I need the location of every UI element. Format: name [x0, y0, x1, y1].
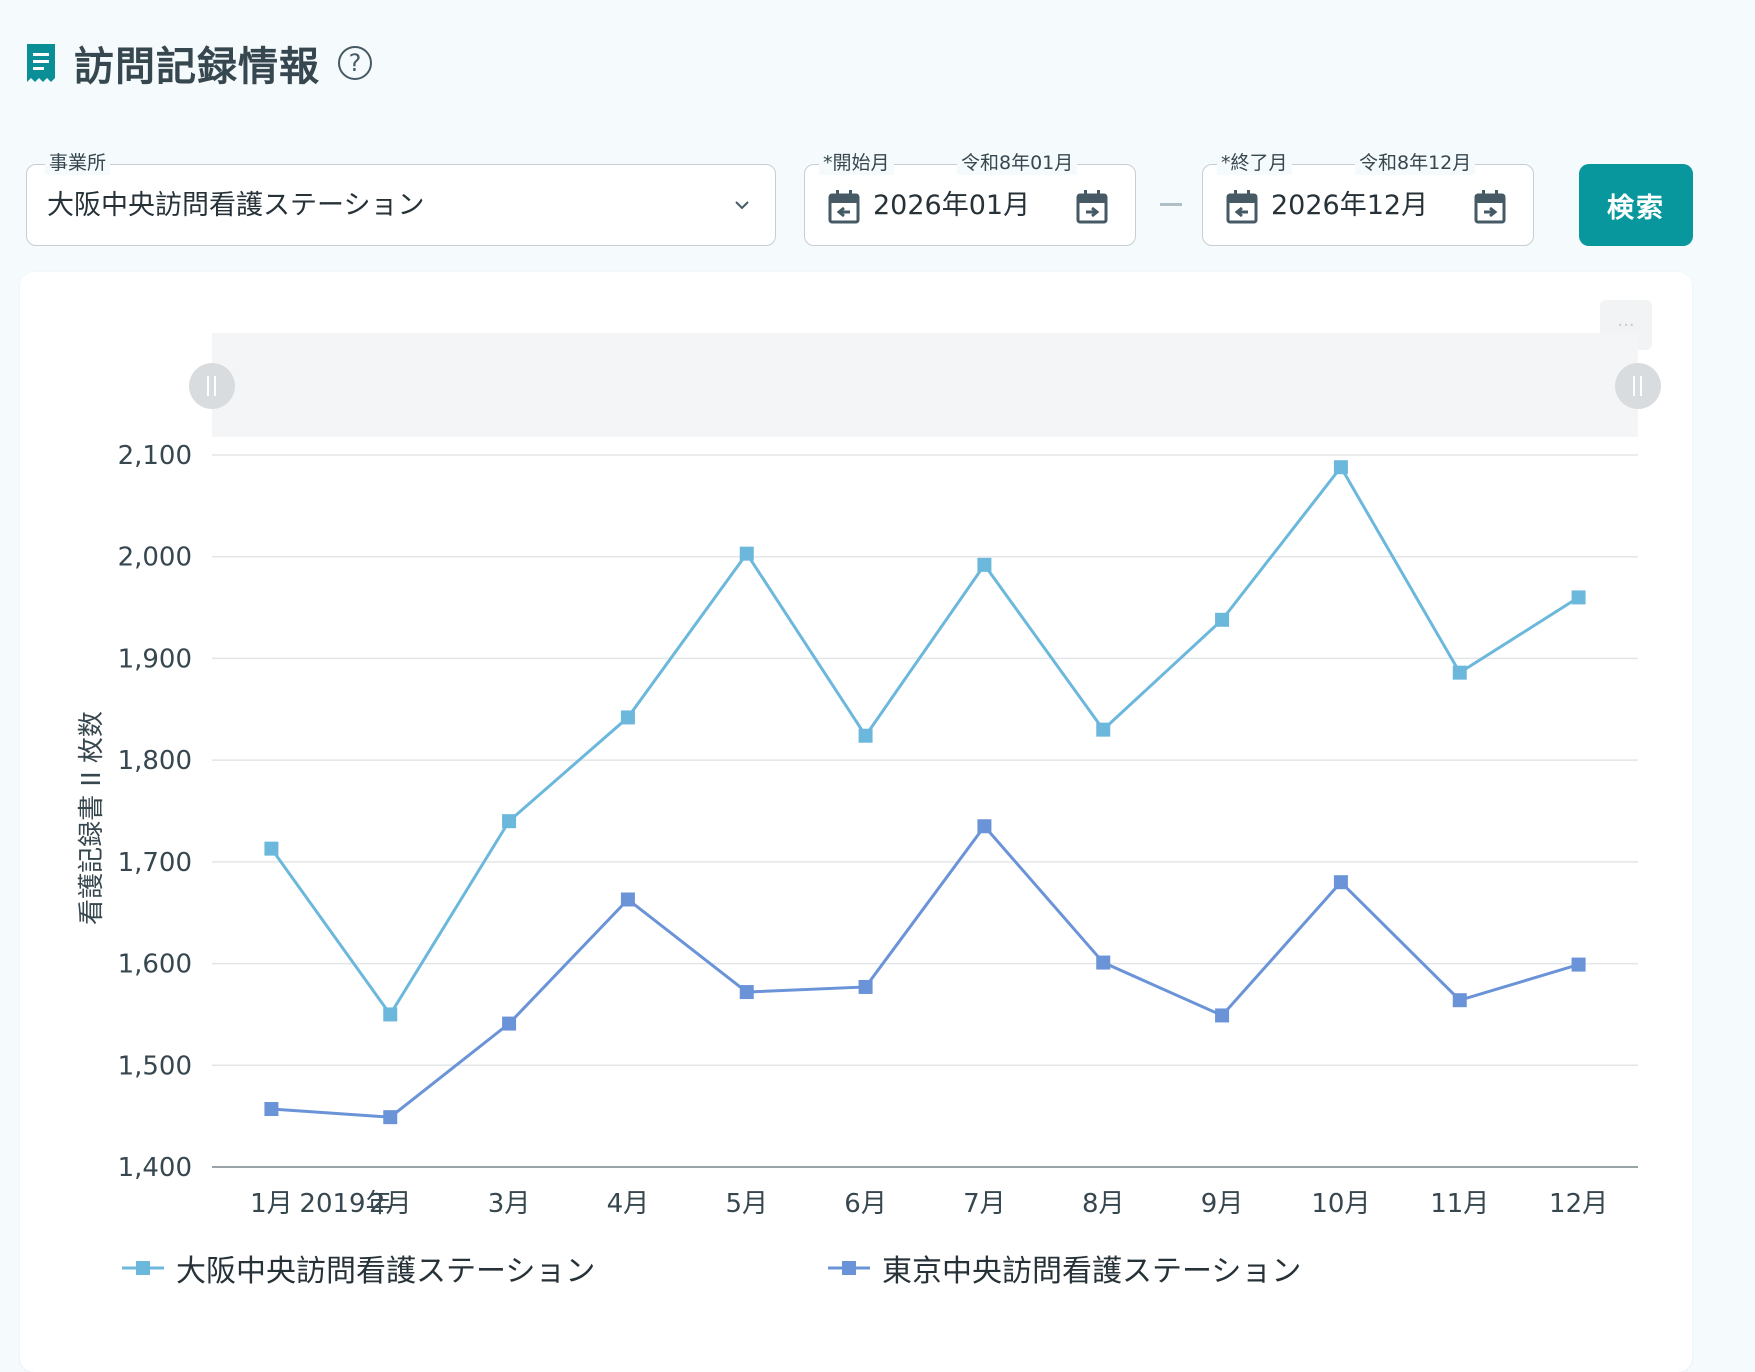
x-tick-label: 11月	[1430, 1189, 1489, 1219]
page-header: 訪問記録情報 ?	[26, 38, 372, 90]
x-tick-label: 12月	[1549, 1189, 1608, 1219]
data-point[interactable]	[264, 1102, 279, 1117]
start-month-era: 令和8年01月	[957, 151, 1078, 175]
legend-label: 大阪中央訪問看護ステーション	[176, 1254, 596, 1289]
x-tick-label: 9月	[1201, 1189, 1244, 1219]
y-tick-label: 1,800	[118, 746, 192, 776]
data-point[interactable]	[739, 985, 754, 1000]
data-point[interactable]	[1096, 722, 1111, 737]
x-tick-label: 4月	[607, 1189, 650, 1219]
zoom-handle-left[interactable]	[189, 363, 235, 409]
zoom-slider-track[interactable]	[212, 333, 1638, 437]
data-point[interactable]	[620, 892, 635, 907]
y-tick-label: 1,400	[118, 1153, 192, 1183]
data-point[interactable]	[1452, 993, 1467, 1008]
start-month-label: *開始月	[819, 151, 894, 175]
data-point[interactable]	[1096, 955, 1111, 970]
data-point[interactable]	[1215, 1008, 1230, 1023]
end-month-picker[interactable]: *終了月 令和8年12月 2026年12月	[1202, 151, 1534, 246]
x-tick-label: 5月	[725, 1189, 768, 1219]
x-tick-label: 2月	[369, 1189, 412, 1219]
x-tick-label: 8月	[1082, 1189, 1125, 1219]
series-line	[270, 464, 1580, 1018]
data-point[interactable]	[858, 979, 873, 994]
data-point[interactable]	[264, 841, 279, 856]
zoom-handle-right[interactable]	[1615, 363, 1661, 409]
data-point[interactable]	[620, 710, 635, 725]
calendar-next-icon[interactable]	[1075, 189, 1109, 225]
end-month-value: 2026年12月	[1271, 190, 1429, 221]
range-separator	[1160, 203, 1182, 206]
x-tick-label: 3月	[488, 1189, 531, 1219]
data-point[interactable]	[1571, 957, 1586, 972]
end-month-era: 令和8年12月	[1355, 151, 1476, 175]
data-point[interactable]	[977, 819, 992, 834]
start-month-value: 2026年01月	[873, 190, 1031, 221]
data-point[interactable]	[1452, 665, 1467, 680]
x-tick-label: 10月	[1311, 1189, 1370, 1219]
office-select-label: 事業所	[45, 151, 111, 175]
data-point[interactable]	[502, 814, 517, 829]
page-title: 訪問記録情報	[74, 44, 320, 90]
help-icon[interactable]: ?	[338, 46, 372, 80]
y-tick-label: 1,700	[118, 848, 192, 878]
x-tick-label: 7月	[963, 1189, 1006, 1219]
y-tick-label: 1,500	[118, 1051, 192, 1081]
data-point[interactable]	[383, 1110, 398, 1125]
office-select-value: 大阪中央訪問看護ステーション	[47, 190, 425, 221]
x-tick-label: 6月	[844, 1189, 887, 1219]
y-tick-label: 1,600	[118, 950, 192, 980]
end-month-label: *終了月	[1217, 151, 1292, 175]
calendar-prev-icon[interactable]	[827, 189, 861, 225]
start-month-picker[interactable]: *開始月 令和8年01月 2026年01月	[804, 151, 1136, 246]
data-point[interactable]	[383, 1007, 398, 1022]
data-point[interactable]	[1571, 590, 1586, 605]
data-point[interactable]	[502, 1016, 517, 1031]
legend-marker-tokyo	[828, 1261, 870, 1275]
legend-item-tokyo[interactable]: 東京中央訪問看護ステーション	[828, 1248, 1302, 1289]
data-point[interactable]	[858, 728, 873, 743]
y-tick-label: 2,000	[118, 543, 192, 573]
calendar-prev-icon[interactable]	[1225, 189, 1259, 225]
calendar-next-icon[interactable]	[1473, 189, 1507, 225]
y-tick-label: 1,900	[118, 644, 192, 674]
data-point[interactable]	[1215, 612, 1230, 627]
legend-label: 東京中央訪問看護ステーション	[882, 1254, 1302, 1289]
x-tick-year-label: 2019年	[299, 1189, 391, 1219]
legend-marker-osaka	[122, 1261, 164, 1275]
office-select[interactable]: 事業所 大阪中央訪問看護ステーション	[26, 151, 776, 246]
search-button[interactable]: 検索	[1579, 164, 1693, 246]
data-point[interactable]	[1333, 875, 1348, 890]
series-line	[271, 823, 1580, 1119]
document-icon	[27, 44, 55, 82]
data-point[interactable]	[1333, 460, 1348, 475]
x-tick-label: 1月	[250, 1189, 293, 1219]
data-point[interactable]	[977, 557, 992, 572]
y-axis-label: 看護記録書 II 枚数	[77, 711, 107, 925]
legend-item-osaka[interactable]: 大阪中央訪問看護ステーション	[122, 1248, 596, 1289]
y-tick-label: 2,100	[118, 441, 192, 471]
data-point[interactable]	[739, 546, 754, 561]
chevron-down-icon	[735, 201, 749, 210]
